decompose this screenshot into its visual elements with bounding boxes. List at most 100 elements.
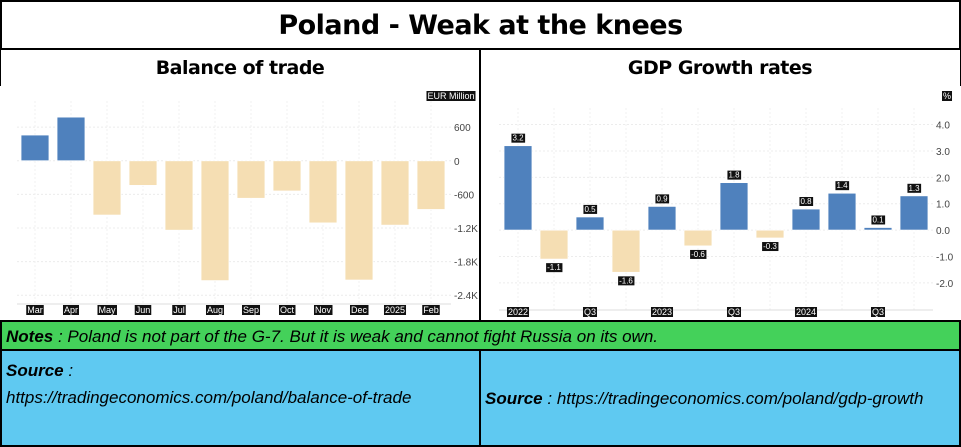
unit-label: % [943,91,951,101]
x-tick-label-bg [97,305,117,315]
x-tick-label: Feb [423,305,439,315]
source-sep: : [542,388,557,408]
y-tick-label: -1.0 [936,253,954,264]
x-tick-label: Q3 [872,307,884,317]
data-label-bg [583,204,598,214]
bar [683,229,713,247]
y-tick-label: -2.4K [454,291,478,302]
notes-text: : Poland is not part of the G-7. But it … [53,327,659,346]
trade-chart-header: Balance of trade [0,48,481,86]
x-tick-label: Aug [207,305,223,315]
data-label: 0.1 [872,215,884,224]
data-label: 0.9 [656,194,668,203]
x-tick-label-bg [62,305,80,315]
x-tick-label-bg [26,305,44,315]
source-label: Source [485,388,543,408]
x-tick-label-bg [582,307,598,317]
x-tick-label: Jun [136,305,151,315]
bar [575,216,605,231]
x-tick-label-bg [383,305,407,315]
x-tick-label-bg [205,305,225,315]
bar [272,160,302,192]
bar [539,229,569,260]
x-tick-label-bg [506,307,530,317]
x-tick-label: Nov [315,305,332,315]
y-tick-label: -1.8K [454,258,478,269]
x-tick-label-bg [313,305,333,315]
x-tick-label: Q3 [584,307,596,317]
bar [416,160,446,210]
bar [56,116,86,162]
x-tick-label-bg [278,305,296,315]
data-label-bg [655,194,670,204]
data-label: -1.1 [547,263,561,272]
x-tick-label: Dec [351,305,368,315]
x-tick-label-bg [794,307,818,317]
data-label-bg [618,276,635,286]
data-label-bg [871,215,886,225]
y-tick-label: 0.0 [936,226,950,237]
notes-label: Notes [6,327,54,346]
y-tick-label: -2.0 [936,279,954,290]
data-label: -0.6 [691,250,705,259]
source-link[interactable]: https://tradingeconomics.com/poland/bala… [6,388,412,407]
bar [92,160,122,216]
y-tick-label: -600 [454,190,474,201]
bar [200,160,230,282]
data-label: 1.4 [836,181,848,190]
y-tick-label: 0 [454,157,460,168]
x-tick-label: Jul [173,305,185,315]
bar [236,160,266,199]
x-tick-label: 2025 [385,305,405,315]
data-label: 1.3 [908,184,920,193]
bar [827,192,857,231]
balance-of-trade-chart: 600 0 -600 -1.2K -1.8K -2.4K EUR Million Mar Apr… [17,86,481,320]
data-label-bg [835,181,850,191]
notes-row: Notes : Poland is not part of the G-7. B… [0,320,961,351]
bar [380,160,410,226]
bar [20,134,50,162]
x-tick-label-bg [172,305,186,315]
data-label-bg [907,183,922,193]
x-tick-label: Q3 [728,307,740,317]
unit-label-bg [426,91,476,101]
source-label: Source [6,361,64,380]
y-tick-label: 600 [454,123,471,134]
data-label-bg [727,170,742,180]
data-label: 0.5 [584,205,596,214]
x-tick-label: Sep [243,305,259,315]
y-tick-label: 2.0 [936,173,950,184]
x-tick-label-bg [422,305,440,315]
x-tick-label-bg [134,305,152,315]
source-left: Source : https://tradingeconomics.com/po… [0,349,481,447]
bar [503,145,533,231]
bar [611,229,641,273]
bar [863,227,893,231]
unit-label: EUR Million [427,91,474,101]
y-tick-label: 4.0 [936,121,950,132]
bar [128,160,158,186]
source-link[interactable]: https://tradingeconomics.com/poland/gdp-… [556,388,924,408]
source-right: Source : https://tradingeconomics.com/po… [479,349,961,447]
bar [308,160,338,224]
data-label: 0.8 [800,197,812,206]
x-tick-label: 2022 [508,307,528,317]
y-tick-label: 3.0 [936,147,950,158]
data-label: -0.3 [763,242,777,251]
x-tick-label: 2023 [652,307,672,317]
bar [164,160,194,231]
y-tick-label: -1.2K [454,224,478,235]
data-label: -1.6 [619,276,633,285]
bar [344,160,374,281]
bar [647,205,677,231]
data-label-bg [690,249,707,259]
bar [719,182,749,231]
x-tick-label: Oct [280,305,295,315]
gdp-growth-chart: 4.0 3.0 2.0 1.0 0.0 -1.0 -2.0% 3.2 2022 -1.1 0.5 Q3… [499,91,954,317]
bar [791,208,821,231]
x-tick-label: 2024 [796,307,816,317]
x-tick-label-bg [726,307,742,317]
source-sep: : [63,361,74,380]
data-label: 1.8 [728,171,740,180]
